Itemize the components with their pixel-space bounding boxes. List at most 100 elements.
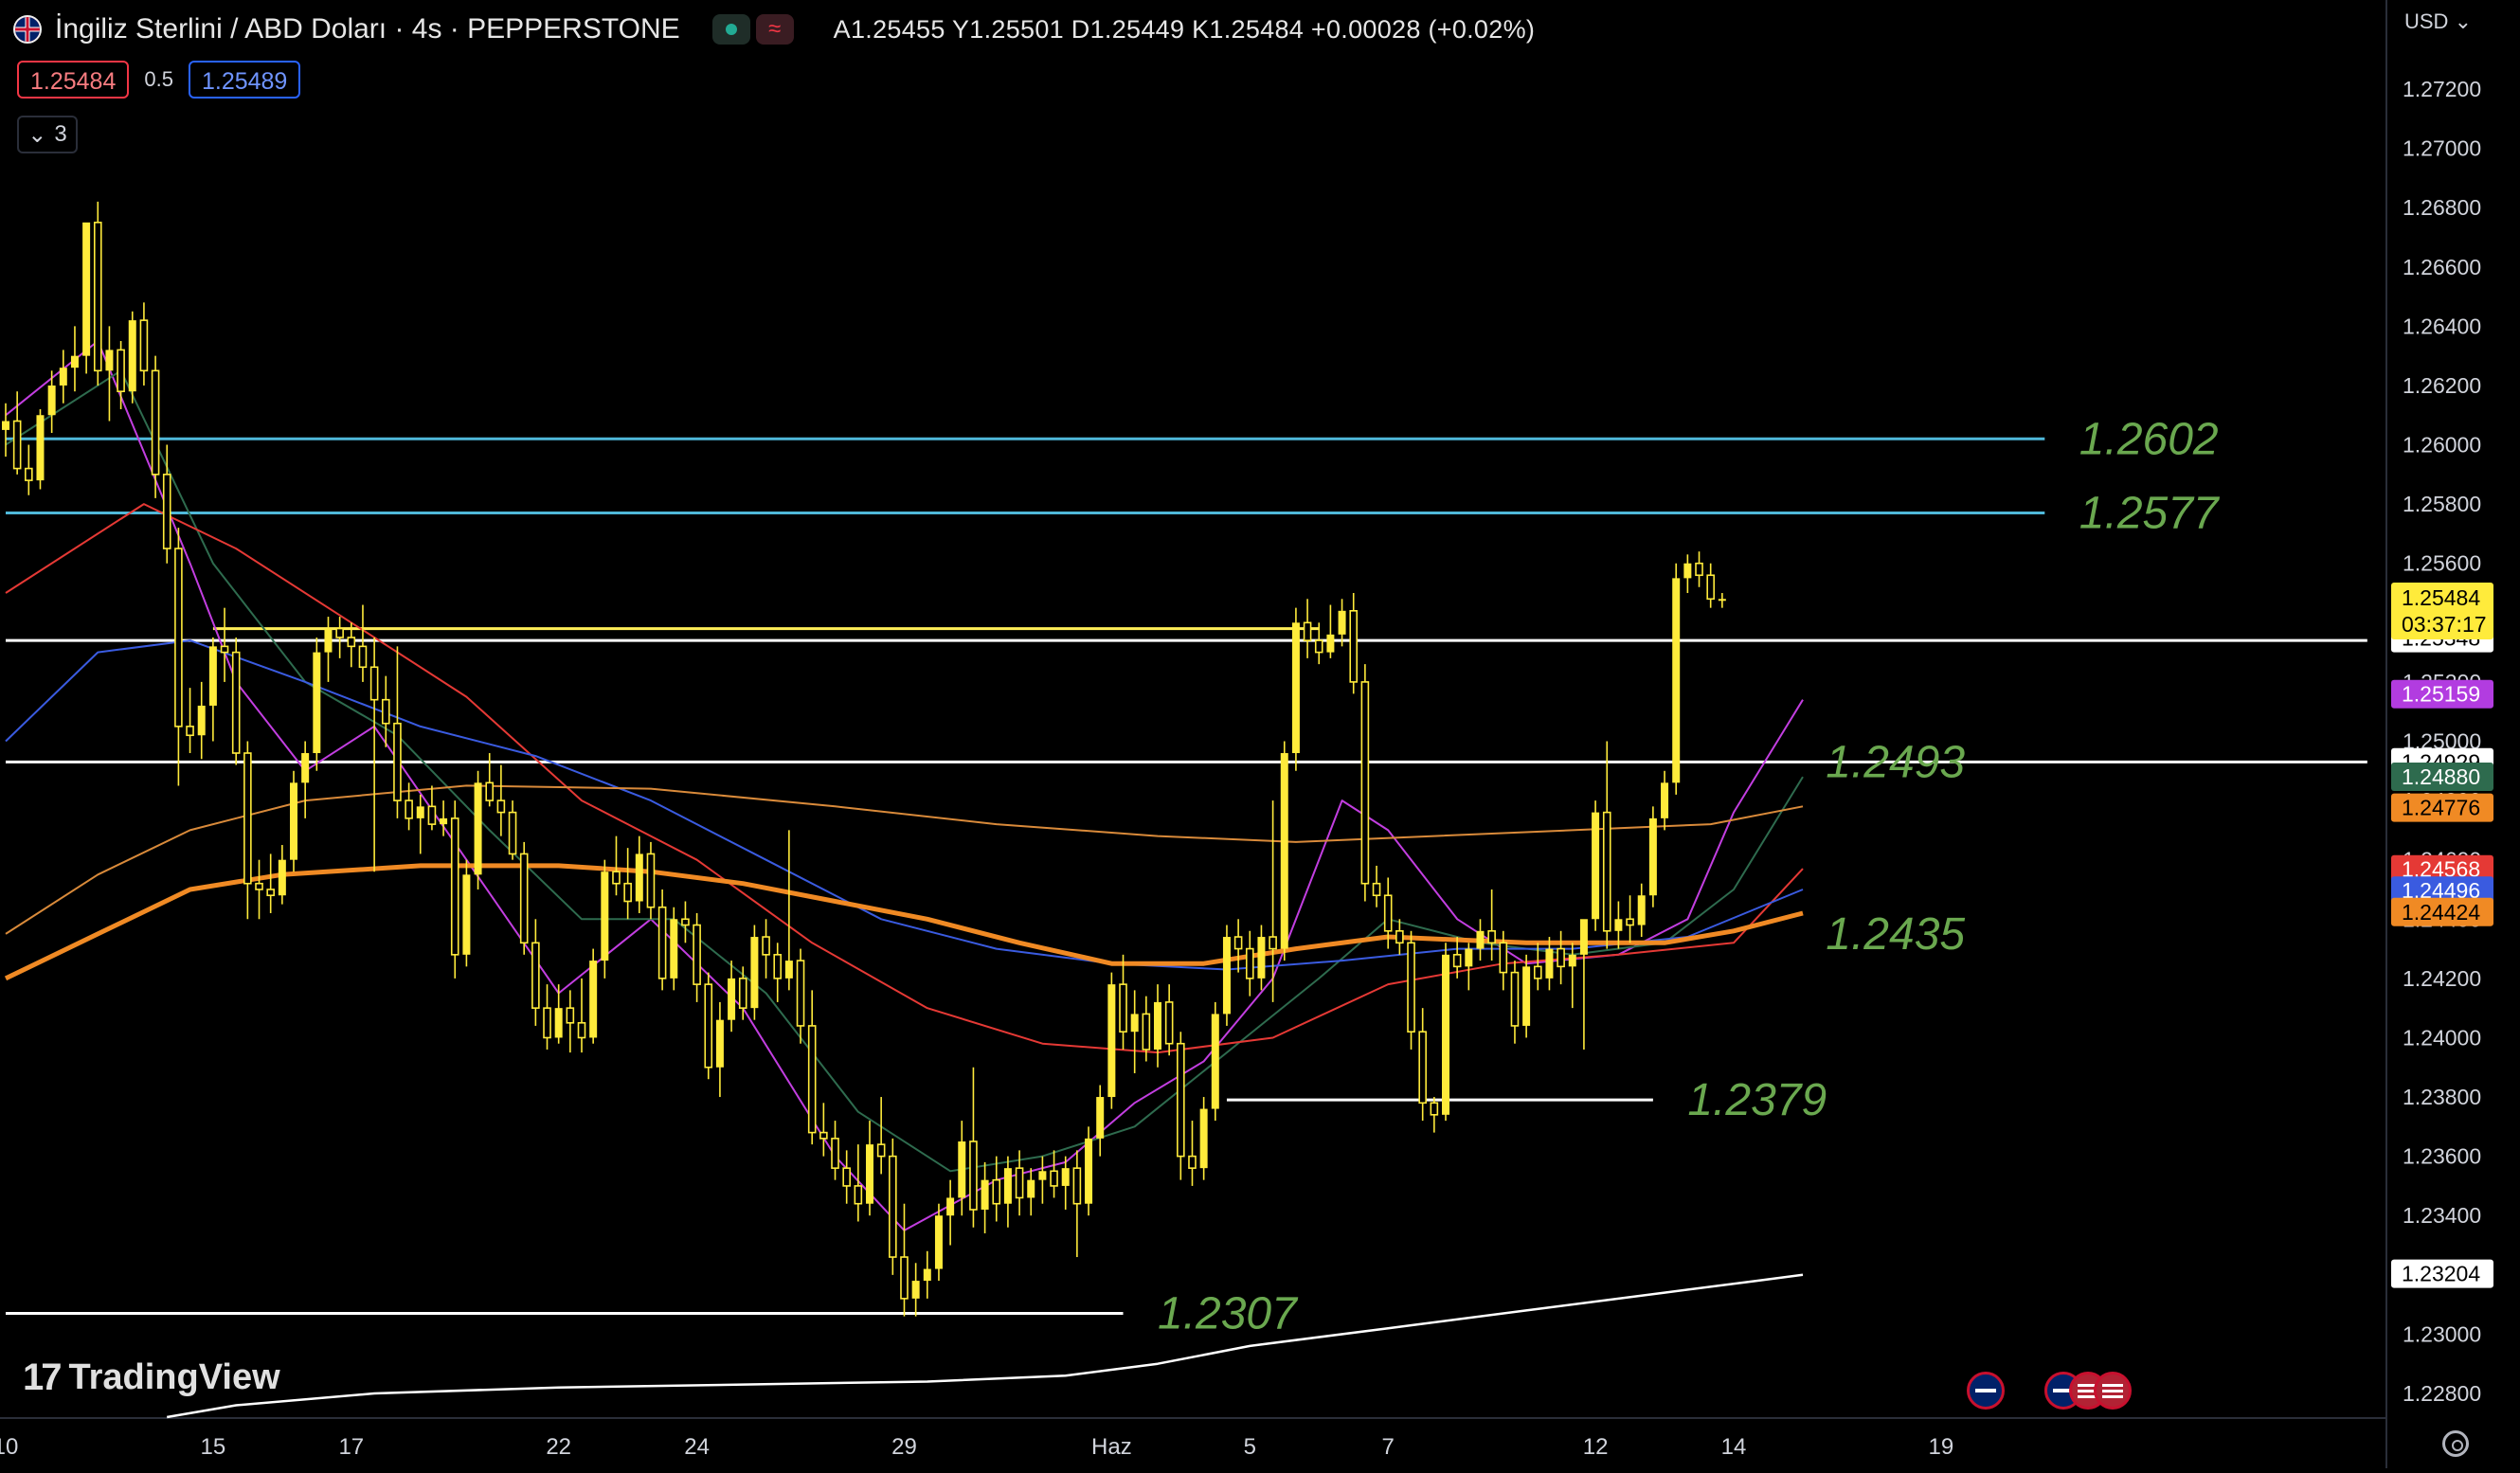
horizontal-levels[interactable] xyxy=(6,437,2367,1316)
candle xyxy=(220,607,229,682)
candle xyxy=(381,675,390,747)
candle-body xyxy=(934,1215,943,1269)
candle-body xyxy=(1452,954,1462,968)
candle xyxy=(900,1203,909,1317)
candle xyxy=(416,794,424,854)
candle-body xyxy=(117,349,125,393)
price-tag-text: 1.23204 xyxy=(2402,1262,2480,1286)
candle xyxy=(208,637,217,742)
buy-button[interactable]: 1.25489 xyxy=(188,61,301,99)
candle xyxy=(946,1179,955,1246)
candle-body xyxy=(255,882,263,890)
data-stream-icon[interactable]: ≈ xyxy=(755,14,794,45)
time-axis-label: 7 xyxy=(1382,1434,1395,1460)
candle-body xyxy=(358,645,368,669)
candle xyxy=(819,1103,828,1157)
candle-body xyxy=(1418,1031,1427,1105)
candle xyxy=(1154,984,1161,1068)
candle-body xyxy=(1164,1001,1174,1045)
candle xyxy=(1487,889,1496,961)
gb-event-flag-icon[interactable] xyxy=(1967,1372,2005,1410)
candle xyxy=(1027,1168,1035,1216)
candle-body xyxy=(1050,1170,1058,1187)
candle-body xyxy=(854,1185,863,1205)
candle xyxy=(1177,1032,1185,1180)
candle xyxy=(1648,806,1657,907)
candle xyxy=(162,444,171,564)
tradingview-logo[interactable]: 17 TradingView xyxy=(23,1356,280,1399)
sell-button[interactable]: 1.25484 xyxy=(17,61,130,99)
candle-body xyxy=(496,799,506,814)
candle-body xyxy=(1177,1042,1185,1158)
candle-body xyxy=(738,978,747,1009)
last-price-text: 1.25484 xyxy=(2402,585,2480,610)
last-price-bg xyxy=(2391,583,2493,640)
candle xyxy=(70,326,79,392)
candle xyxy=(278,845,286,905)
moving-average-line xyxy=(5,340,1804,1231)
candle xyxy=(1718,593,1726,608)
candle xyxy=(508,800,517,860)
candle-body xyxy=(715,1019,724,1068)
moving-average-line xyxy=(5,503,1804,1054)
candle xyxy=(1452,937,1462,979)
candle-body xyxy=(1233,936,1243,950)
candle-body xyxy=(1211,1014,1219,1109)
candle xyxy=(1442,943,1449,1122)
time-axis[interactable]: 10 15 17 22 24 29 Haz 5 7 12 14 19 xyxy=(0,1434,1953,1460)
candle-body xyxy=(946,1197,955,1216)
candle xyxy=(2,403,9,458)
candle-body xyxy=(1280,753,1288,949)
price-tag-bg xyxy=(2391,897,2493,926)
price-tag-bg xyxy=(2391,763,2493,792)
candle xyxy=(1269,800,1277,1002)
candle xyxy=(934,1203,943,1282)
candle-body xyxy=(796,960,805,1027)
candle-body xyxy=(969,1141,978,1211)
candle-body xyxy=(923,1268,931,1282)
candle-body xyxy=(1372,882,1381,897)
market-status: ≈ xyxy=(711,14,794,45)
level-label: 1.2379 xyxy=(1687,1075,1827,1125)
price-axis[interactable]: 1.228001.230001.232001.234001.236001.238… xyxy=(2403,77,2481,1406)
candle xyxy=(796,948,805,1044)
candle xyxy=(923,1250,931,1299)
candle-body xyxy=(485,781,495,801)
candle-body xyxy=(601,871,609,961)
candle xyxy=(1142,996,1151,1062)
market-open-icon[interactable] xyxy=(711,14,750,45)
price-axis-label: 1.24000 xyxy=(2403,1025,2481,1050)
candle-body xyxy=(162,474,171,549)
candle-body xyxy=(819,1131,828,1140)
candle-body xyxy=(440,817,448,825)
candle-body xyxy=(623,882,632,903)
candle-body xyxy=(1303,621,1312,641)
candle xyxy=(1096,1085,1105,1157)
price-tag-bg xyxy=(2391,793,2493,822)
candle xyxy=(531,919,540,1026)
candle xyxy=(393,646,402,818)
candle-body xyxy=(427,805,437,825)
settings-gear-icon[interactable] xyxy=(2442,1430,2469,1457)
candle-body xyxy=(105,350,114,371)
candle xyxy=(1695,551,1703,587)
candle xyxy=(554,984,563,1044)
time-axis-label: Haz xyxy=(1091,1434,1132,1460)
candle-body xyxy=(1545,948,1554,979)
economic-events-gb-us[interactable] xyxy=(2044,1372,2132,1410)
us-event-flag-icon[interactable] xyxy=(2094,1372,2132,1410)
candle-body xyxy=(1568,954,1576,967)
indicators-toggle-button[interactable]: ⌄ 3 xyxy=(17,116,78,153)
candle xyxy=(139,302,149,386)
candle-body xyxy=(704,983,713,1069)
currency-selector[interactable]: USD ⌄ xyxy=(2404,9,2472,34)
candle xyxy=(243,741,252,920)
candle-body xyxy=(612,871,621,885)
economic-events-gb[interactable] xyxy=(1967,1372,2005,1410)
candle xyxy=(1637,883,1646,938)
candle-body xyxy=(876,1143,886,1158)
candle-body xyxy=(1199,1108,1208,1169)
symbol-title[interactable]: İngiliz Sterlini / ABD Doları · 4s · PEP… xyxy=(55,13,680,45)
